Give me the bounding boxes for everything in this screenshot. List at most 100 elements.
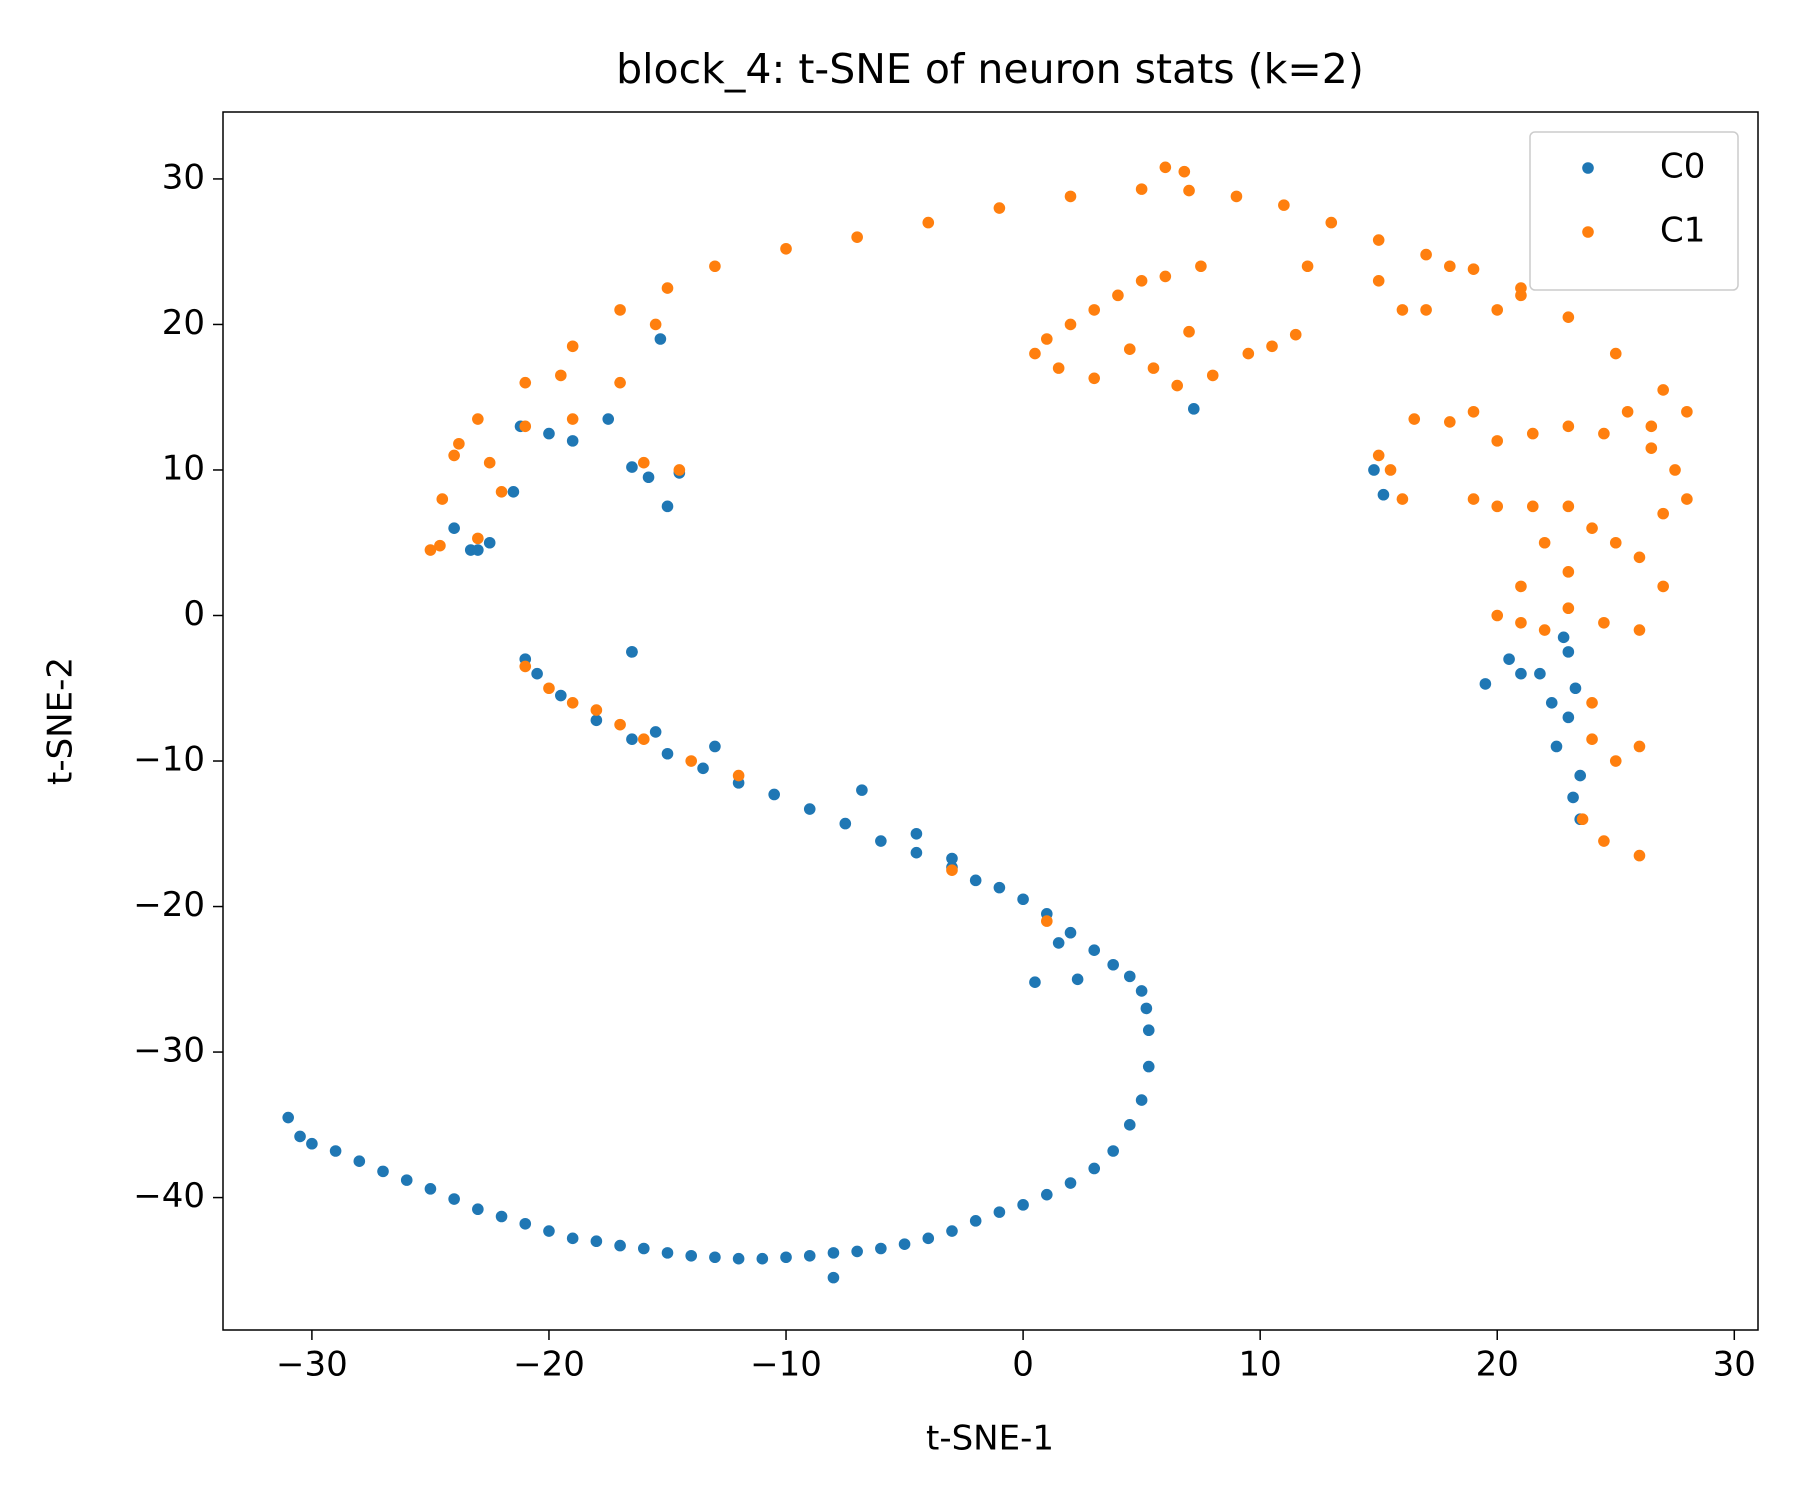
scatter-point	[1467, 493, 1480, 505]
scatter-point	[685, 755, 698, 767]
scatter-point	[969, 874, 982, 887]
scatter-point	[875, 835, 887, 847]
scatter-point	[1088, 1162, 1101, 1175]
scatter-point	[1657, 507, 1669, 520]
legend-box	[1529, 131, 1739, 291]
scatter-point	[1645, 420, 1658, 433]
scatter-point	[448, 449, 460, 462]
scatter-point	[709, 740, 721, 753]
scatter-point	[697, 762, 709, 775]
scatter-point	[424, 1183, 437, 1195]
scatter-point	[1377, 488, 1390, 501]
scatter-point	[1159, 161, 1172, 174]
scatter-point	[756, 1252, 769, 1265]
scatter-point	[1645, 442, 1658, 454]
scatter-point	[1135, 275, 1148, 287]
scatter-point	[1142, 1024, 1155, 1037]
y-tick-label: −30	[133, 1031, 205, 1071]
scatter-point	[1147, 362, 1160, 374]
scatter-point	[1586, 697, 1598, 709]
scatter-point	[1159, 270, 1172, 283]
scatter-point	[1171, 379, 1183, 392]
scatter-point	[1598, 835, 1610, 847]
scatter-point	[434, 539, 446, 552]
scatter-point	[1479, 678, 1492, 690]
y-tick-label: 30	[162, 157, 205, 197]
scatter-point	[1562, 420, 1575, 433]
scatter-point	[543, 427, 555, 440]
scatter-point	[637, 1242, 650, 1255]
axes-frame	[222, 111, 1759, 1331]
scatter-point	[1515, 667, 1527, 680]
scatter-point	[856, 784, 868, 796]
scatter-point	[969, 1215, 982, 1227]
scatter-point	[709, 260, 721, 273]
scatter-point	[1491, 435, 1504, 447]
scatter-point	[1538, 624, 1551, 636]
scatter-point	[1183, 184, 1195, 197]
scatter-point	[472, 413, 484, 425]
scatter-point	[839, 817, 852, 830]
scatter-point	[780, 1251, 792, 1264]
scatter-point	[1396, 304, 1409, 316]
scatter-point	[436, 493, 449, 505]
scatter-point	[1064, 926, 1077, 939]
scatter-point	[1657, 384, 1669, 396]
scatter-point	[566, 1232, 579, 1245]
scatter-point	[1467, 263, 1480, 275]
scatter-point	[1372, 449, 1385, 462]
legend-marker	[1582, 162, 1594, 174]
scatter-point	[1526, 427, 1539, 440]
scatter-point	[1107, 1145, 1119, 1157]
scatter-point	[1195, 260, 1207, 273]
scatter-point	[922, 216, 935, 229]
scatter-point	[1503, 653, 1515, 665]
scatter-point	[1621, 405, 1634, 418]
scatter-point	[1266, 340, 1278, 353]
scatter-point	[400, 1174, 413, 1186]
scatter-point	[1242, 347, 1255, 360]
scatter-point	[566, 340, 579, 353]
scatter-point	[661, 282, 674, 294]
scatter-point	[910, 827, 923, 840]
scatter-point	[1420, 304, 1432, 316]
scatter-point	[1396, 493, 1409, 505]
scatter-point	[1071, 973, 1084, 986]
scatter-point	[1278, 199, 1290, 211]
scatter-point	[851, 1245, 863, 1258]
scatter-point	[1444, 416, 1456, 428]
scatter-point	[1562, 500, 1575, 513]
x-tick-label: 20	[1476, 1345, 1519, 1385]
scatter-point	[1550, 740, 1563, 753]
scatter-point	[732, 1252, 745, 1265]
scatter-point	[1140, 1002, 1153, 1015]
scatter-point	[1301, 260, 1314, 273]
scatter-point	[1491, 500, 1504, 513]
scatter-point	[519, 1217, 532, 1230]
scatter-point	[780, 242, 792, 255]
scatter-point	[1368, 464, 1380, 476]
scatter-point	[294, 1130, 306, 1143]
x-tick-label: −20	[513, 1345, 585, 1385]
scatter-point	[1534, 667, 1546, 680]
scatter-point	[1526, 500, 1539, 513]
scatter-point	[1041, 915, 1053, 927]
plot-area	[282, 161, 1693, 1284]
scatter-point	[1633, 551, 1646, 564]
scatter-point	[1444, 260, 1456, 273]
scatter-point	[1576, 813, 1589, 826]
scatter-point	[472, 532, 484, 545]
scatter-point	[1562, 566, 1575, 578]
scatter-point	[1230, 190, 1243, 203]
scatter-point	[566, 413, 579, 425]
scatter-point	[495, 1210, 508, 1223]
scatter-point	[1557, 631, 1570, 644]
scatter-point	[614, 1239, 626, 1252]
scatter-point	[1567, 791, 1579, 804]
scatter-point	[448, 1193, 460, 1205]
scatter-point	[626, 646, 638, 658]
scatter-point	[1491, 304, 1504, 316]
scatter-point	[1183, 325, 1195, 338]
scatter-point	[1064, 1177, 1077, 1189]
scatter-point	[1408, 413, 1421, 425]
